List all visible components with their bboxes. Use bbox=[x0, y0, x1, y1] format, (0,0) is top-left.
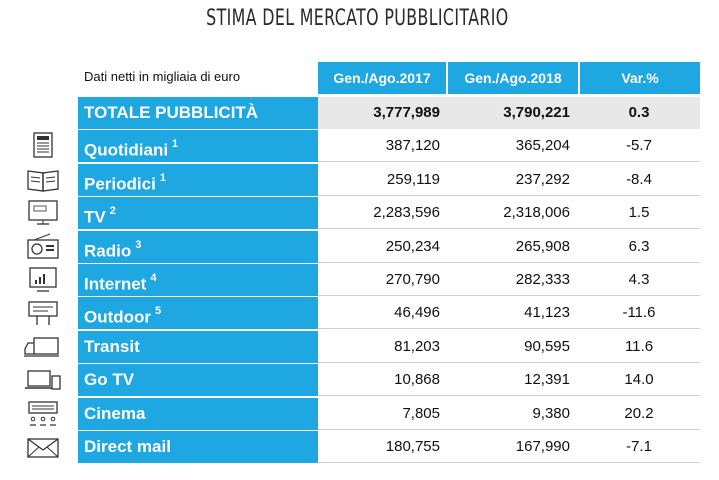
cinema-icon bbox=[20, 398, 66, 430]
devices-icon bbox=[20, 364, 66, 396]
value-2017: 2,283,596 bbox=[318, 197, 448, 229]
value-2017: 180,755 bbox=[318, 431, 448, 463]
value-2018: 282,333 bbox=[448, 264, 578, 296]
footnote-marker: 1 bbox=[172, 138, 179, 150]
value-2018: 9,380 bbox=[448, 398, 578, 430]
row-label-text: Go TV bbox=[84, 370, 135, 389]
row-label: Outdoor 5 bbox=[78, 297, 318, 329]
table-row: Radio 3 250,234 265,908 6.3 bbox=[78, 231, 700, 263]
newspaper-icon bbox=[20, 130, 66, 162]
value-2017: 81,203 bbox=[318, 331, 448, 363]
table-row: Transit 81,203 90,595 11.6 bbox=[78, 331, 700, 363]
monitor-chart-icon bbox=[20, 264, 66, 296]
value-2017: 259,119 bbox=[318, 164, 448, 196]
footnote-marker: 4 bbox=[150, 272, 157, 284]
value-variation: 1.5 bbox=[578, 197, 700, 229]
units-note: Dati netti in migliaia di euro bbox=[84, 69, 241, 84]
row-label: Quotidiani 1 bbox=[78, 130, 318, 162]
row-label-text: Internet bbox=[84, 274, 147, 294]
row-label-text: TOTALE PUBBLICITÀ bbox=[84, 103, 259, 122]
value-2018: 90,595 bbox=[448, 331, 578, 363]
row-label-text: Quotidiani bbox=[84, 140, 169, 160]
value-variation: 20.2 bbox=[578, 398, 700, 430]
value-2018: 237,292 bbox=[448, 164, 578, 196]
value-2017: 10,868 bbox=[318, 364, 448, 396]
table-row: Quotidiani 1 387,120 365,204 -5.7 bbox=[78, 130, 700, 162]
envelope-icon bbox=[20, 431, 66, 463]
footnote-marker: 2 bbox=[109, 205, 116, 217]
row-label: Periodici 1 bbox=[78, 164, 318, 196]
value-2018: 2,318,006 bbox=[448, 197, 578, 229]
tv-icon bbox=[20, 197, 66, 229]
table-row: TV 2 2,283,596 2,318,006 1.5 bbox=[78, 197, 700, 229]
footnote-marker: 3 bbox=[135, 239, 142, 251]
total-row: TOTALE PUBBLICITÀ 3,777,989 3,790,221 0.3 bbox=[78, 97, 700, 129]
value-variation: 11.6 bbox=[578, 331, 700, 363]
value-2017: 7,805 bbox=[318, 398, 448, 430]
row-label: Radio 3 bbox=[78, 231, 318, 263]
table-row: Cinema 7,805 9,380 20.2 bbox=[78, 398, 700, 430]
value-2017: 387,120 bbox=[318, 130, 448, 162]
value-2017: 46,496 bbox=[318, 297, 448, 329]
value-2017: 250,234 bbox=[318, 231, 448, 263]
radio-icon bbox=[20, 231, 66, 263]
table-row: Go TV 10,868 12,391 14.0 bbox=[78, 364, 700, 396]
billboard-icon bbox=[20, 297, 66, 329]
table-row: Periodici 1 259,119 237,292 -8.4 bbox=[78, 164, 700, 196]
row-label: TV 2 bbox=[78, 197, 318, 229]
value-variation: -7.1 bbox=[578, 431, 700, 463]
row-label: Cinema bbox=[78, 398, 318, 430]
value-2017: 3,777,989 bbox=[318, 97, 448, 129]
row-label-text: Transit bbox=[84, 337, 140, 356]
page-title: STIMA DEL MERCATO PUBBLICITARIO bbox=[206, 6, 509, 31]
value-variation: -11.6 bbox=[578, 297, 700, 329]
row-label: Go TV bbox=[78, 364, 318, 396]
table-row: Direct mail 180,755 167,990 -7.1 bbox=[78, 431, 700, 463]
value-variation: -5.7 bbox=[578, 130, 700, 162]
row-label: Internet 4 bbox=[78, 264, 318, 296]
value-2018: 3,790,221 bbox=[448, 97, 578, 129]
value-2018: 265,908 bbox=[448, 231, 578, 263]
row-label-text: Outdoor bbox=[84, 307, 152, 327]
table-row: Outdoor 5 46,496 41,123 -11.6 bbox=[78, 297, 700, 329]
table-row: Internet 4 270,790 282,333 4.3 bbox=[78, 264, 700, 296]
row-label: TOTALE PUBBLICITÀ bbox=[78, 97, 318, 129]
value-variation: 14.0 bbox=[578, 364, 700, 396]
value-variation: 6.3 bbox=[578, 231, 700, 263]
row-label-text: Radio bbox=[84, 241, 132, 261]
row-label: Direct mail bbox=[78, 431, 318, 463]
row-label-text: TV bbox=[84, 207, 106, 227]
truck-icon bbox=[20, 331, 66, 363]
value-2017: 270,790 bbox=[318, 264, 448, 296]
footnote-marker: 1 bbox=[159, 172, 166, 184]
value-2018: 167,990 bbox=[448, 431, 578, 463]
row-label: Transit bbox=[78, 331, 318, 363]
value-2018: 12,391 bbox=[448, 364, 578, 396]
header-2017: Gen./Ago.2017 bbox=[318, 62, 446, 94]
value-variation: 4.3 bbox=[578, 264, 700, 296]
value-2018: 365,204 bbox=[448, 130, 578, 162]
row-label-text: Direct mail bbox=[84, 437, 171, 456]
value-variation: 0.3 bbox=[578, 97, 700, 129]
value-2018: 41,123 bbox=[448, 297, 578, 329]
row-label-text: Cinema bbox=[84, 404, 146, 423]
header-2018: Gen./Ago.2018 bbox=[448, 62, 578, 94]
magazine-icon bbox=[20, 164, 66, 196]
header-variation: Var.% bbox=[580, 62, 700, 94]
row-label-text: Periodici bbox=[84, 174, 156, 194]
value-variation: -8.4 bbox=[578, 164, 700, 196]
footnote-marker: 5 bbox=[155, 305, 162, 317]
